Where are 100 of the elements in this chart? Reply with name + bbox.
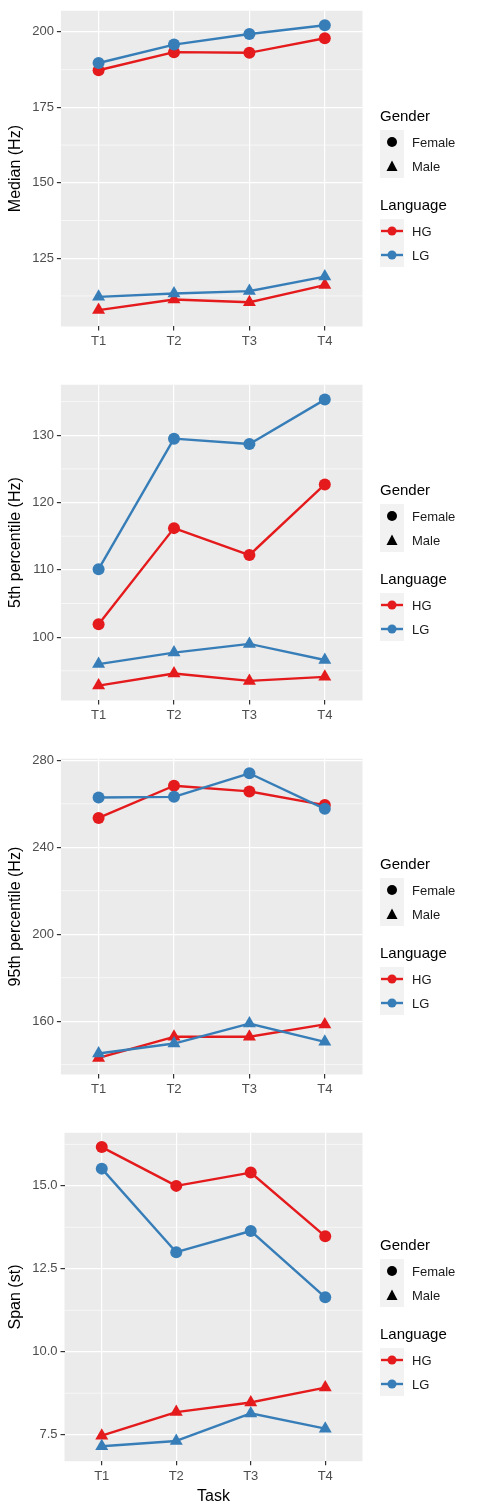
point	[318, 1016, 332, 1029]
legend-label: HG	[412, 223, 432, 239]
point	[167, 432, 180, 445]
text: Female	[412, 882, 456, 898]
point	[167, 790, 180, 803]
x-tick-label: T1	[94, 1467, 110, 1483]
point	[95, 1141, 108, 1154]
point	[167, 665, 181, 678]
x-tick-label: T1	[91, 1080, 107, 1096]
point	[319, 1291, 332, 1304]
point	[95, 1162, 108, 1175]
point	[92, 1046, 106, 1058]
point	[243, 438, 256, 451]
text: Male	[412, 532, 441, 548]
y-axis-title: Span (st)	[6, 1264, 24, 1330]
legend-title: Language	[380, 944, 448, 961]
x-tick-label: T2	[168, 1467, 184, 1483]
y-tick-label: 10.0	[32, 1343, 58, 1359]
point	[244, 1166, 257, 1179]
y-tick-label: 15.0	[32, 1177, 58, 1193]
point	[92, 302, 106, 314]
point	[318, 1421, 332, 1433]
legend-label: LG	[412, 621, 430, 637]
y-tick-label: 120	[32, 494, 54, 510]
point	[167, 38, 180, 51]
text: Female	[412, 134, 456, 150]
y-tick-label: 130	[32, 426, 54, 442]
point	[170, 1246, 183, 1259]
point	[92, 618, 105, 631]
point	[242, 283, 256, 295]
point	[167, 779, 180, 792]
legend-title: Language	[380, 196, 448, 213]
point	[244, 1405, 258, 1418]
y-tick-label: 200	[32, 925, 54, 941]
y-tick-label: 150	[32, 174, 54, 190]
y-tick-label: 110	[33, 561, 54, 577]
x-tick-label: T3	[241, 706, 257, 722]
point	[169, 1433, 183, 1445]
text: Gender	[380, 855, 432, 872]
x-tick-label: T1	[91, 706, 107, 722]
y-axis-title: 95th percentile (Hz)	[6, 846, 24, 987]
legend-label: HG	[412, 597, 432, 613]
y-tick-label: 7.5	[39, 1426, 58, 1442]
point	[243, 549, 256, 562]
point	[243, 28, 256, 41]
point	[243, 785, 256, 798]
point	[244, 1224, 257, 1237]
x-tick-label: T2	[166, 1080, 182, 1096]
y-tick-label: 280	[32, 751, 54, 767]
x-tick-label: T2	[166, 332, 182, 348]
y-tick-label: 160	[32, 1012, 54, 1028]
text: Female	[412, 1263, 456, 1279]
y-tick-label: 100	[32, 628, 54, 644]
y-tick-label: 200	[32, 23, 54, 39]
legend-label: HG	[412, 971, 432, 987]
point	[242, 294, 256, 307]
x-tick-label: T4	[317, 706, 333, 722]
x-tick-label: T1	[91, 332, 107, 348]
y-tick-label: 175	[32, 98, 54, 114]
point	[167, 286, 181, 298]
y-axis-title: Median (Hz)	[6, 125, 24, 213]
legend-label: HG	[412, 1352, 432, 1368]
y-tick-label: 12.5	[32, 1260, 58, 1276]
x-tick-label: T4	[317, 1080, 333, 1096]
legend-title: Language	[380, 570, 448, 587]
point	[242, 1016, 256, 1028]
x-tick-label: T2	[166, 706, 182, 722]
point	[318, 269, 332, 281]
point	[318, 669, 332, 681]
point	[242, 673, 256, 685]
point	[92, 656, 106, 668]
point	[318, 1380, 332, 1392]
x-tick-label: T3	[243, 1467, 259, 1483]
text: Male	[412, 1287, 441, 1303]
point	[244, 1394, 258, 1407]
text: Gender	[380, 1236, 432, 1253]
y-tick-label: 240	[32, 838, 54, 854]
point	[92, 289, 106, 301]
point	[242, 636, 256, 648]
point	[169, 1404, 183, 1416]
x-tick-label: T3	[241, 1080, 257, 1096]
point	[167, 522, 180, 535]
legend-title: Language	[380, 1325, 448, 1342]
x-tick-label: T4	[317, 1467, 333, 1483]
legend-label: LG	[412, 1376, 430, 1392]
text: Male	[412, 906, 441, 922]
x-tick-label: T4	[317, 332, 333, 348]
point	[92, 791, 105, 804]
point	[95, 1428, 109, 1440]
point	[318, 478, 331, 491]
point	[318, 652, 332, 664]
y-tick-label: 125	[32, 249, 54, 265]
text: Gender	[380, 107, 432, 124]
point	[95, 1438, 109, 1451]
y-axis-title: 5th percentile (Hz)	[6, 477, 24, 608]
point	[167, 645, 181, 657]
point	[243, 767, 256, 780]
text: Male	[412, 158, 441, 174]
point	[318, 19, 331, 32]
point	[167, 1036, 181, 1048]
